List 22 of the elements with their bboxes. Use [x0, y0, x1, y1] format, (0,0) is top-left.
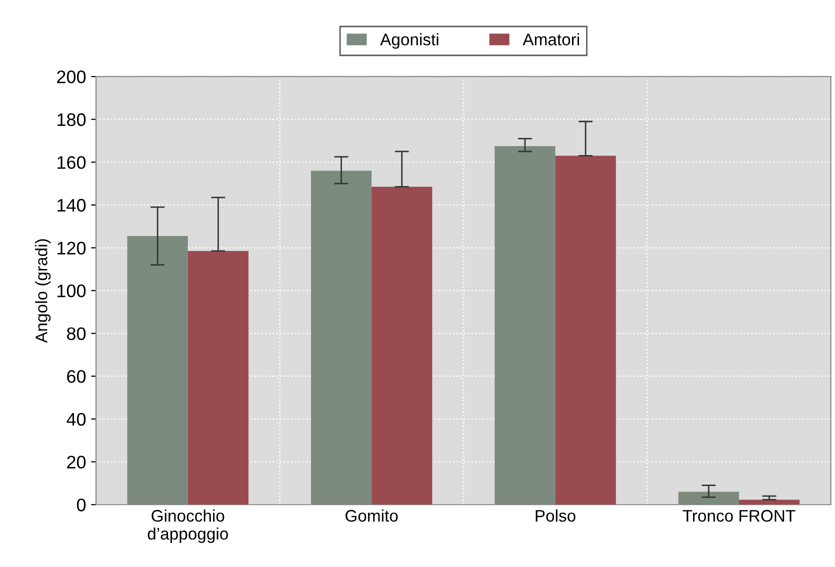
y-tick-label: 200 [57, 70, 86, 84]
legend-label: Agonisti [380, 33, 438, 49]
x-tick-label: Polso [536, 509, 576, 522]
y-tick-label: 80 [67, 327, 86, 340]
y-tick-label: 0 [76, 498, 86, 512]
y-tick-label: 100 [58, 284, 86, 298]
bar [555, 156, 616, 505]
y-tick-label: 180 [58, 113, 86, 126]
y-tick-label: 140 [58, 198, 86, 212]
y-tick-label: 60 [67, 370, 86, 383]
y-tick-label: 20 [67, 456, 86, 469]
x-tick-label: Gomito [346, 509, 398, 522]
x-tick-label: Ginocchio d’appoggio [148, 509, 228, 543]
y-tick-label: 160 [58, 156, 86, 169]
bar [372, 186, 432, 505]
y-tick-label: 40 [66, 412, 86, 426]
bar [738, 500, 800, 505]
y-tick-label: 120 [58, 242, 86, 254]
legend-label: Amatori [522, 33, 579, 46]
bar [188, 250, 248, 505]
y-axis-title: Angolo (gradi) [35, 239, 51, 343]
x-tick-label: Tronco FRONT [682, 510, 796, 522]
